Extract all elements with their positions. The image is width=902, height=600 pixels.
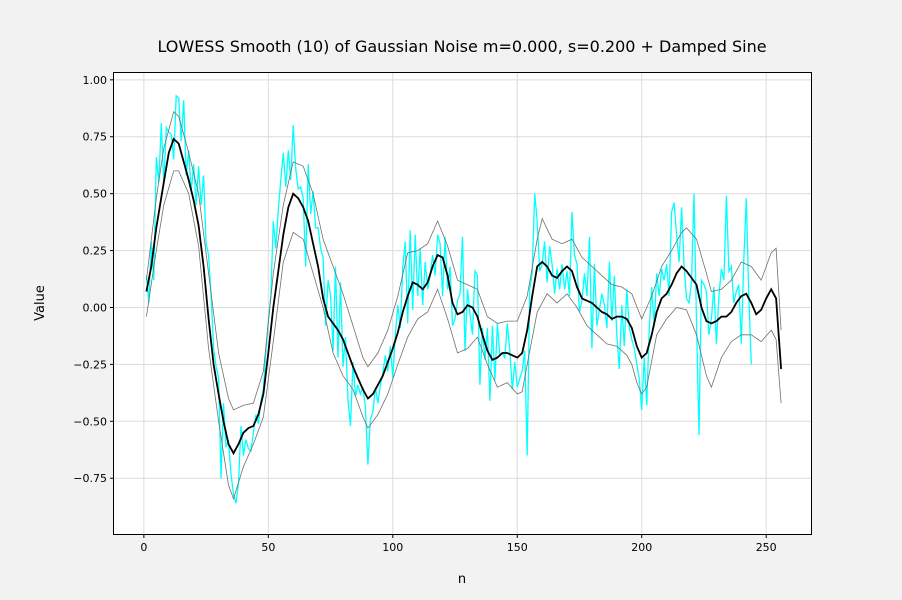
y-tick-label: −0.25 xyxy=(73,358,107,371)
x-tick-label: 50 xyxy=(261,541,275,554)
x-tick-label: 200 xyxy=(631,541,652,554)
chart-title: LOWESS Smooth (10) of Gaussian Noise m=0… xyxy=(157,37,766,56)
axis-ticks: 0 50 100 150 200 250 1.00 0.75 0.50 0.25 0.00 −0.25… xyxy=(73,74,776,554)
lowess-smooth-line xyxy=(145,137,782,456)
upper-band-line xyxy=(146,110,782,411)
x-tick-label: 250 xyxy=(756,541,777,554)
x-axis-label: n xyxy=(458,572,466,587)
y-axis-label: Value xyxy=(33,285,48,321)
x-tick-label: 100 xyxy=(382,541,403,554)
y-tick-label: 0.25 xyxy=(83,245,108,258)
lower-band-line xyxy=(146,170,782,500)
y-tick-label: 1.00 xyxy=(83,74,108,87)
series-layer xyxy=(145,94,782,504)
y-tick-label: 0.75 xyxy=(83,131,108,144)
x-tick-label: 0 xyxy=(140,541,147,554)
y-tick-label: 0.50 xyxy=(83,188,108,201)
y-tick-label: −0.75 xyxy=(73,472,107,485)
y-tick-label: 0.00 xyxy=(83,301,108,314)
x-tick-label: 150 xyxy=(507,541,528,554)
y-tick-label: −0.50 xyxy=(73,415,107,428)
